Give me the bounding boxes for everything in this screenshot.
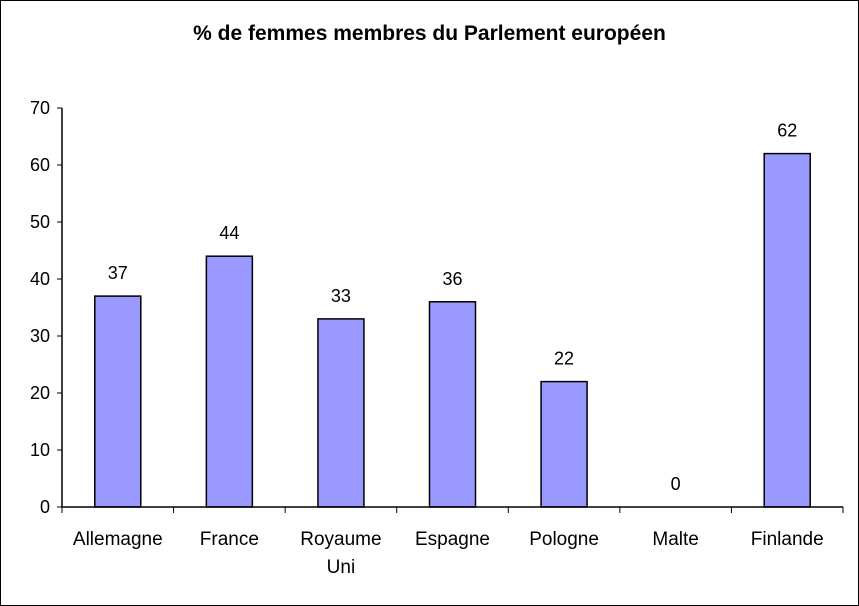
- x-tick-label: Uni: [327, 557, 356, 578]
- x-tick-label: Allemagne: [73, 529, 163, 550]
- data-label: 0: [671, 474, 681, 494]
- bar: [540, 380, 588, 508]
- bar: [428, 301, 477, 508]
- bar: [205, 255, 254, 508]
- y-tick-label: 0: [40, 497, 50, 517]
- y-tick-label: 30: [30, 326, 50, 346]
- x-tick-label: Royaume: [300, 529, 381, 550]
- bar: [763, 152, 811, 508]
- x-tick-label: Pologne: [529, 529, 599, 550]
- chart-title: % de femmes membres du Parlement europée…: [193, 22, 666, 45]
- y-tick-label: 50: [30, 212, 50, 232]
- y-tick-label: 40: [30, 269, 50, 289]
- x-tick-label: France: [200, 529, 259, 550]
- bar: [94, 295, 142, 508]
- data-label: 36: [442, 269, 462, 289]
- data-label: 37: [108, 263, 128, 283]
- data-label: 33: [331, 286, 351, 306]
- y-tick-label: 20: [30, 383, 50, 403]
- y-tick-label: 70: [30, 98, 50, 118]
- data-label: 22: [554, 349, 574, 369]
- x-tick-label: Espagne: [415, 529, 490, 550]
- data-label: 62: [777, 121, 797, 141]
- x-tick-label: Finlande: [751, 529, 824, 550]
- bar: [317, 318, 365, 508]
- y-tick-label: 60: [30, 155, 50, 175]
- x-tick-label: Malte: [652, 529, 698, 550]
- data-label: 44: [219, 223, 239, 243]
- y-tick-label: 10: [30, 440, 50, 460]
